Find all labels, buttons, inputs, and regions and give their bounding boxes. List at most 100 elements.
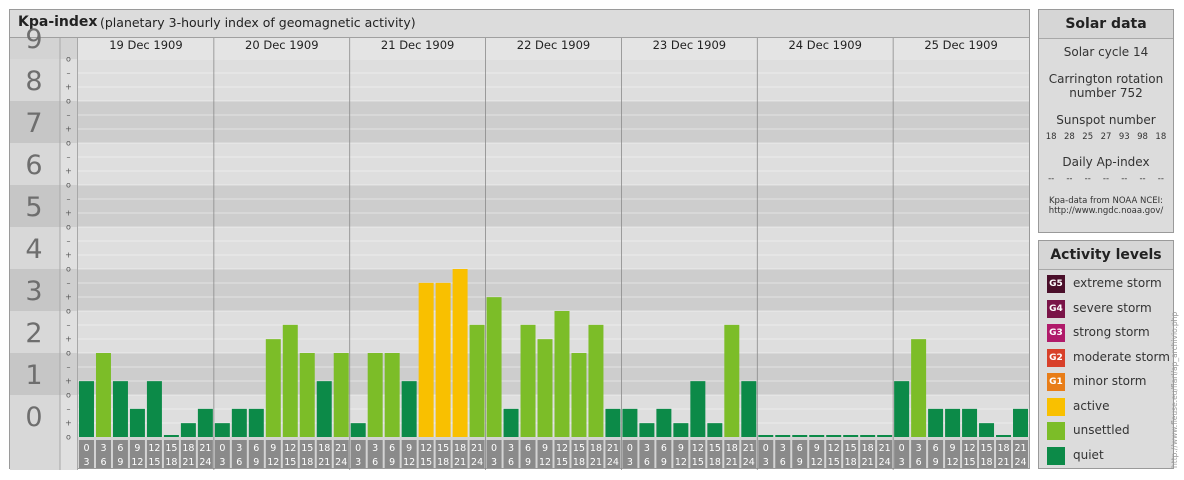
hour-start-label: 6 bbox=[117, 443, 123, 454]
y-tick-label: 3 bbox=[25, 276, 42, 307]
hour-box bbox=[707, 440, 723, 468]
minor-tick-label: – bbox=[67, 279, 71, 288]
kpa-bar bbox=[1013, 408, 1028, 437]
hour-start-label: 0 bbox=[219, 443, 225, 454]
day-label: 21 Dec 1909 bbox=[381, 38, 454, 52]
hour-end-label: 15 bbox=[420, 457, 432, 468]
kpa-bar bbox=[418, 282, 434, 437]
hour-start-label: 6 bbox=[525, 443, 531, 454]
hour-box bbox=[214, 440, 230, 468]
hour-start-label: 15 bbox=[845, 443, 857, 454]
minor-axis-band bbox=[60, 353, 77, 395]
hour-end-label: 6 bbox=[100, 457, 106, 468]
sunspot-label: Sunspot number bbox=[1056, 113, 1156, 127]
minor-tick-label: o bbox=[66, 55, 71, 64]
hour-box bbox=[367, 440, 383, 468]
hour-box bbox=[554, 440, 570, 468]
level-band bbox=[78, 101, 1029, 143]
hour-start-label: 15 bbox=[980, 443, 992, 454]
hour-box bbox=[673, 440, 689, 468]
y-tick-label: 6 bbox=[25, 150, 42, 181]
kpa-bar bbox=[163, 435, 179, 437]
hour-box bbox=[860, 440, 876, 468]
minor-axis-band bbox=[60, 227, 77, 269]
hour-end-label: 12 bbox=[811, 457, 823, 468]
kpa-bar bbox=[282, 324, 298, 437]
kpa-bar bbox=[979, 423, 995, 437]
hour-end-label: 3 bbox=[355, 457, 361, 468]
level-label: strong storm bbox=[1073, 325, 1150, 339]
hour-box bbox=[316, 440, 332, 468]
kpa-bar bbox=[758, 435, 774, 437]
hour-box bbox=[588, 440, 604, 468]
level-label: severe storm bbox=[1073, 300, 1152, 315]
hour-box bbox=[571, 440, 587, 468]
hour-start-label: 9 bbox=[134, 443, 140, 454]
level-band bbox=[78, 311, 1029, 353]
level-band bbox=[78, 185, 1029, 227]
hour-end-label: 24 bbox=[199, 457, 211, 468]
hour-start-label: 3 bbox=[372, 443, 378, 454]
minor-tick-label: + bbox=[65, 293, 72, 302]
y-axis-band bbox=[10, 437, 60, 470]
minor-axis-band bbox=[60, 269, 77, 311]
hour-start-label: 12 bbox=[420, 443, 432, 454]
hour-end-label: 21 bbox=[454, 457, 466, 468]
hour-end-label: 12 bbox=[403, 457, 415, 468]
kpa-bar bbox=[350, 423, 366, 437]
minor-axis-band bbox=[60, 437, 77, 470]
level-swatch bbox=[1047, 422, 1065, 440]
solar-data-title: Solar data bbox=[1039, 10, 1173, 39]
hour-start-label: 0 bbox=[83, 443, 89, 454]
chart-title-bar: Kpa-index (planetary 3-hourly index of g… bbox=[10, 10, 1029, 38]
hour-start-label: 18 bbox=[454, 443, 466, 454]
minor-tick-label: o bbox=[66, 307, 71, 316]
activity-levels-title: Activity levels bbox=[1039, 241, 1173, 270]
hour-end-label: 21 bbox=[997, 457, 1009, 468]
kpa-bar bbox=[384, 353, 400, 437]
minor-axis-band bbox=[60, 395, 77, 437]
hour-start-label: 6 bbox=[797, 443, 803, 454]
day-label: 25 Dec 1909 bbox=[924, 38, 997, 52]
hour-start-label: 6 bbox=[253, 443, 259, 454]
hour-end-label: 18 bbox=[301, 457, 313, 468]
kpa-bar bbox=[588, 324, 604, 437]
kpa-bar bbox=[197, 408, 213, 437]
hour-end-label: 21 bbox=[862, 457, 874, 468]
kpa-bar bbox=[537, 339, 553, 437]
hour-box bbox=[163, 440, 179, 468]
hour-box bbox=[775, 440, 791, 468]
kpa-bar bbox=[656, 408, 672, 437]
hour-start-label: 0 bbox=[627, 443, 633, 454]
sunspot-value: 18 bbox=[1155, 132, 1167, 142]
hour-end-label: 6 bbox=[372, 457, 378, 468]
hour-start-label: 9 bbox=[950, 443, 956, 454]
hour-start-label: 9 bbox=[406, 443, 412, 454]
kpa-bar-chart: 0123456789o+–o+–o+–o+–o+–o+–o+–o+–o+–o19… bbox=[10, 24, 1029, 470]
hour-start-label: 18 bbox=[182, 443, 194, 454]
level-label: minor storm bbox=[1073, 374, 1147, 388]
hour-start-label: 21 bbox=[199, 443, 211, 454]
hour-end-label: 3 bbox=[219, 457, 225, 468]
hour-box bbox=[95, 440, 111, 468]
hour-start-label: 6 bbox=[661, 443, 667, 454]
kpa-bar bbox=[571, 353, 587, 437]
hour-box bbox=[265, 440, 281, 468]
sunspot-values: 18 28 25 27 93 98 18 bbox=[1039, 132, 1173, 142]
hour-end-label: 24 bbox=[335, 457, 347, 468]
kpa-bar bbox=[639, 423, 655, 437]
hour-start-label: 9 bbox=[542, 443, 548, 454]
hour-box bbox=[435, 440, 451, 468]
hour-box bbox=[384, 440, 400, 468]
hour-box bbox=[656, 440, 672, 468]
ap-index-values: -- -- -- -- -- -- -- bbox=[1039, 174, 1173, 184]
ap-value: -- bbox=[1048, 174, 1055, 184]
day-label: 22 Dec 1909 bbox=[517, 38, 590, 52]
minor-axis-band bbox=[60, 143, 77, 185]
y-axis-band bbox=[10, 143, 60, 185]
kpa-bar bbox=[146, 381, 162, 437]
hour-box bbox=[758, 440, 774, 468]
hour-start-label: 12 bbox=[692, 443, 704, 454]
kpa-bar bbox=[605, 408, 621, 437]
sunspot-value: 18 bbox=[1045, 132, 1057, 142]
